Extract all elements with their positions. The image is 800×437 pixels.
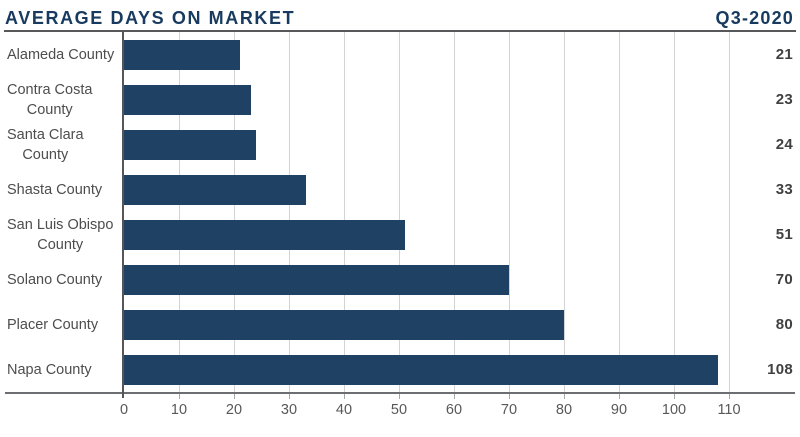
x-axis-line — [5, 392, 795, 394]
axis-tick — [674, 393, 675, 399]
category-cell: Santa Clara County — [0, 122, 124, 167]
bar — [124, 219, 405, 250]
chart-row: Placer County 80 — [0, 302, 800, 347]
axis-tick-label: 20 — [225, 401, 243, 418]
bar — [124, 129, 256, 160]
x-axis: 0 10 20 30 40 50 60 70 80 90 100 110 — [0, 393, 800, 428]
value-label: 51 — [775, 226, 793, 243]
category-label: Napa County — [7, 361, 92, 378]
axis-tick — [234, 393, 235, 399]
axis-tick-label: 100 — [661, 401, 687, 418]
category-label: Santa Clara County — [7, 126, 84, 163]
chart-row: Solano County 70 — [0, 257, 800, 302]
axis-tick — [454, 393, 455, 399]
chart-row: Shasta County 33 — [0, 167, 800, 212]
report-period-badge: Q3-2020 — [715, 8, 794, 28]
category-cell: Shasta County — [0, 167, 124, 212]
bar-track — [124, 167, 729, 212]
axis-tick-label: 90 — [610, 401, 628, 418]
plot-area: Alameda County 21 Contra Costa County 23 San… — [0, 32, 800, 398]
value-label: 108 — [767, 361, 793, 378]
axis-tick — [619, 393, 620, 399]
axis-tick — [289, 393, 290, 399]
bar-track — [124, 257, 729, 302]
category-cell: Solano County — [0, 257, 124, 302]
category-label: Placer County — [7, 316, 99, 333]
bar — [124, 264, 509, 295]
bar-track — [124, 212, 729, 257]
chart-row: Napa County 108 — [0, 347, 800, 392]
axis-tick-label: 40 — [335, 401, 353, 418]
bar-rows: Alameda County 21 Contra Costa County 23 San… — [0, 32, 800, 392]
category-cell: Contra Costa County — [0, 77, 124, 122]
bar-track — [124, 302, 729, 347]
axis-tick — [399, 393, 400, 399]
chart-header: AVERAGE DAYS ON MARKET Q3-2020 — [0, 0, 800, 29]
axis-tick-label: 60 — [445, 401, 463, 418]
category-label: Shasta County — [7, 181, 103, 198]
axis-tick — [564, 393, 565, 399]
bar — [124, 84, 251, 115]
bar — [124, 174, 306, 205]
axis-tick-label: 50 — [390, 401, 408, 418]
axis-tick-label: 0 — [119, 401, 129, 418]
category-cell: Alameda County — [0, 32, 124, 77]
chart-row: Santa Clara County 24 — [0, 122, 800, 167]
axis-tick-label: 30 — [280, 401, 298, 418]
value-label: 23 — [775, 91, 793, 108]
bar — [124, 354, 718, 385]
bar — [124, 39, 240, 70]
chart-row: Alameda County 21 — [0, 32, 800, 77]
chart-title: AVERAGE DAYS ON MARKET — [5, 8, 296, 28]
axis-tick-label: 80 — [555, 401, 573, 418]
header-divider — [4, 30, 796, 32]
category-cell: Napa County — [0, 347, 124, 392]
axis-tick-label: 70 — [500, 401, 518, 418]
bar-track — [124, 347, 729, 392]
bar — [124, 309, 564, 340]
category-cell: Placer County — [0, 302, 124, 347]
axis-tick — [729, 393, 730, 399]
category-label: Alameda County — [7, 46, 115, 63]
category-cell: San Luis Obispo County — [0, 212, 124, 257]
value-label: 80 — [775, 316, 793, 333]
axis-tick — [509, 393, 510, 399]
value-label: 21 — [775, 46, 793, 63]
axis-tick — [344, 393, 345, 399]
chart-row: San Luis Obispo County 51 — [0, 212, 800, 257]
value-label: 33 — [775, 181, 793, 198]
value-label: 24 — [775, 136, 793, 153]
bar-track — [124, 122, 729, 167]
bar-track — [124, 77, 729, 122]
category-label: Contra Costa County — [7, 81, 93, 118]
value-label: 70 — [775, 271, 793, 288]
bar-track — [124, 32, 729, 77]
category-label: Solano County — [7, 271, 103, 288]
axis-tick-label: 10 — [170, 401, 188, 418]
category-label: San Luis Obispo County — [7, 216, 114, 253]
chart-row: Contra Costa County 23 — [0, 77, 800, 122]
axis-tick-label: 110 — [717, 401, 741, 418]
axis-tick — [179, 393, 180, 399]
